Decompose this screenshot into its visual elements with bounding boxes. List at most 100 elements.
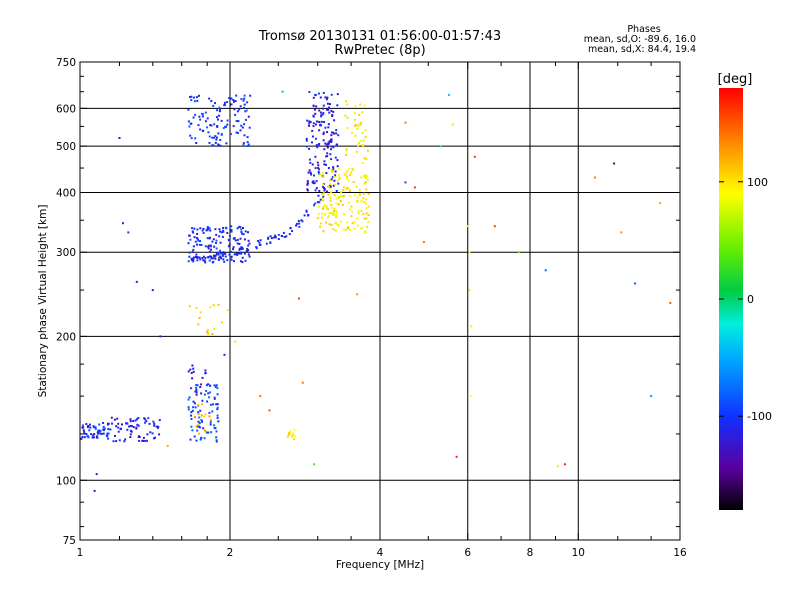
- data-point: [236, 253, 239, 256]
- data-point: [348, 194, 351, 197]
- data-point: [355, 185, 358, 188]
- data-point: [306, 180, 309, 183]
- data-point: [350, 171, 353, 174]
- data-point: [224, 255, 227, 258]
- data-point: [300, 219, 303, 222]
- data-point: [323, 187, 325, 189]
- data-point: [222, 227, 225, 229]
- data-point: [336, 211, 339, 214]
- data-point: [215, 247, 218, 250]
- data-point: [217, 253, 220, 256]
- data-point: [363, 157, 366, 160]
- data-point: [117, 422, 120, 425]
- colorbar-tick-label: -100: [747, 410, 772, 423]
- data-point: [317, 92, 320, 95]
- data-point: [193, 96, 195, 99]
- data-point: [320, 120, 323, 123]
- data-point: [346, 176, 348, 179]
- data-point: [318, 172, 320, 175]
- data-point: [213, 245, 216, 248]
- data-point: [210, 100, 213, 102]
- data-point: [338, 176, 341, 179]
- data-point: [317, 194, 320, 197]
- data-point: [340, 191, 343, 194]
- data-point: [316, 161, 319, 164]
- data-point: [340, 220, 342, 223]
- data-point: [346, 103, 349, 106]
- data-point: [367, 149, 369, 152]
- data-point: [207, 392, 210, 395]
- data-point: [100, 432, 103, 435]
- data-point: [193, 236, 196, 239]
- data-point: [307, 171, 310, 174]
- data-point: [96, 435, 99, 438]
- data-point: [196, 243, 198, 246]
- data-point: [115, 425, 118, 428]
- data-point: [85, 433, 88, 435]
- data-point: [242, 144, 245, 147]
- data-point: [259, 239, 262, 242]
- data-point: [323, 121, 326, 123]
- data-point: [189, 134, 192, 137]
- data-point: [187, 120, 190, 123]
- data-point: [329, 196, 332, 199]
- data-point: [293, 434, 296, 437]
- data-point: [144, 421, 146, 424]
- data-point: [325, 98, 328, 101]
- data-point: [337, 203, 340, 206]
- data-point: [290, 434, 293, 437]
- data-point: [241, 246, 243, 249]
- data-point: [312, 125, 315, 128]
- data-point: [197, 124, 200, 127]
- data-point: [242, 233, 245, 236]
- data-point: [198, 416, 201, 419]
- data-point: [470, 325, 473, 328]
- data-point: [309, 121, 312, 123]
- data-point: [223, 104, 226, 107]
- data-point: [213, 123, 216, 126]
- data-point: [215, 436, 218, 439]
- data-point: [306, 183, 309, 186]
- data-point: [338, 196, 340, 199]
- data-point: [144, 440, 147, 442]
- data-point: [192, 367, 195, 370]
- data-point: [348, 173, 351, 176]
- data-point: [308, 169, 311, 172]
- data-point: [239, 237, 242, 240]
- data-point: [357, 224, 359, 227]
- data-point: [314, 112, 317, 115]
- data-point: [118, 439, 121, 442]
- data-point: [196, 259, 199, 262]
- data-point: [208, 227, 211, 230]
- data-point: [323, 163, 326, 166]
- data-point: [355, 123, 357, 126]
- data-point: [213, 427, 216, 429]
- data-point: [206, 126, 209, 129]
- data-point: [331, 115, 334, 117]
- data-point: [345, 149, 348, 152]
- data-point: [198, 243, 201, 246]
- y-tick-label: 200: [56, 331, 76, 343]
- data-point: [241, 232, 243, 235]
- data-point: [330, 212, 333, 214]
- data-point: [556, 465, 559, 468]
- data-point: [324, 142, 327, 145]
- data-point: [246, 101, 249, 104]
- data-point: [270, 237, 273, 240]
- data-point: [247, 253, 250, 256]
- data-point: [319, 111, 322, 114]
- data-point: [320, 115, 323, 118]
- data-point: [305, 209, 308, 212]
- y-tick-label: 500: [56, 141, 76, 153]
- data-point: [314, 137, 317, 140]
- data-point: [327, 185, 330, 188]
- data-point: [158, 419, 161, 422]
- data-point: [358, 193, 361, 196]
- data-point: [166, 444, 169, 447]
- data-point: [229, 225, 232, 228]
- data-point: [361, 131, 364, 134]
- data-point: [143, 417, 146, 420]
- data-point: [223, 353, 226, 356]
- data-point: [237, 132, 239, 134]
- data-point: [240, 98, 243, 100]
